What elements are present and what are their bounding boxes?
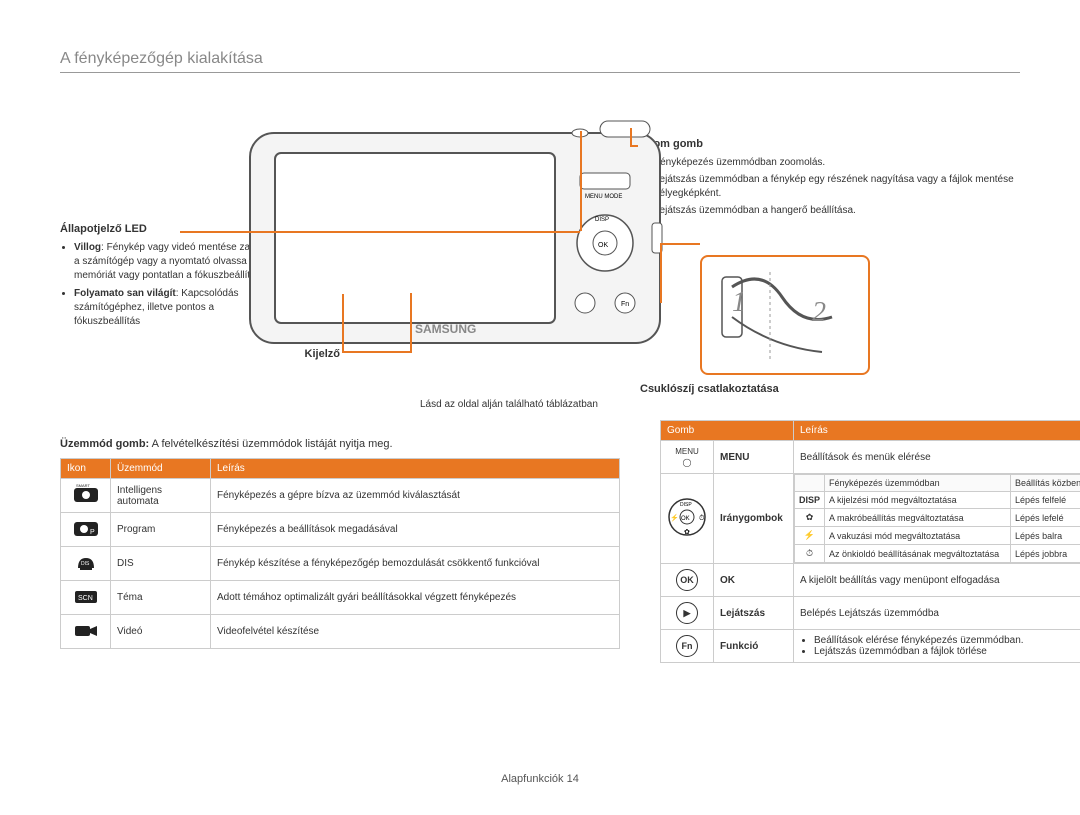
strap-step-1: 1 xyxy=(732,287,746,319)
svg-text:OK: OK xyxy=(598,242,608,249)
th-desc: Leírás xyxy=(211,459,620,479)
strap-diagram: 1 2 xyxy=(700,255,870,375)
title-rule xyxy=(60,72,1020,73)
mode-button-title: Üzemmód gomb: A felvételkészítési üzemmó… xyxy=(60,438,620,450)
led-label: Állapotjelző LED Villog: Fénykép vagy vi… xyxy=(60,223,270,333)
mode-table: Ikon Üzemmód Leírás SMARTIntelligens aut… xyxy=(60,458,620,649)
led-title: Állapotjelző LED xyxy=(60,223,147,235)
leader-line xyxy=(660,243,700,245)
th-icon: Ikon xyxy=(61,459,111,479)
svg-text:DIS: DIS xyxy=(81,561,90,567)
svg-text:P: P xyxy=(90,529,95,536)
table-row: SCNTémaAdott témához optimalizált gyári … xyxy=(61,581,620,615)
table-row: ▶ Lejátszás Belépés Lejátszás üzemmódba xyxy=(661,597,1080,630)
table-header-row: Ikon Üzemmód Leírás xyxy=(61,459,620,479)
zoom-item: Fényképezés üzemmódban zoomolás. xyxy=(654,156,1020,170)
table-row: VideóVideofelvétel készítése xyxy=(61,615,620,649)
flash-icon: ⚡ xyxy=(795,527,825,545)
leader-line xyxy=(342,351,410,353)
leader-line xyxy=(580,131,582,231)
svg-text:MENU MODE: MENU MODE xyxy=(585,194,622,200)
flower-icon: ✿ xyxy=(795,509,825,527)
timer-icon: ⏱ xyxy=(795,545,825,563)
leader-line xyxy=(180,231,580,233)
table-row: OK OK A kijelölt beállítás vagy menüpont… xyxy=(661,564,1080,597)
leader-line xyxy=(660,243,662,303)
zoom-item: Lejátszás üzemmódban a hangerő beállítás… xyxy=(654,204,1020,218)
page-footer: Alapfunkciók 14 xyxy=(0,773,1080,785)
table-row: DISDISFénykép készítése a fényképezőgép … xyxy=(61,547,620,581)
camera-illustration: SAMSUNG OK DISP MENU MODE Fn xyxy=(240,103,680,373)
th-mode: Üzemmód xyxy=(111,459,211,479)
leader-line xyxy=(342,294,344,352)
program-icon: P xyxy=(72,518,100,538)
table-row: PProgramFényképezés a beállítások megadá… xyxy=(61,513,620,547)
fn-icon: Fn xyxy=(676,635,698,657)
strap-step-2: 2 xyxy=(812,297,826,329)
play-icon: ▶ xyxy=(676,602,698,624)
video-icon xyxy=(72,620,100,640)
svg-text:✿: ✿ xyxy=(684,529,690,536)
leader-line xyxy=(630,128,632,146)
led-list: Villog: Fénykép vagy videó mentése zajli… xyxy=(60,241,270,329)
leader-line xyxy=(630,145,638,147)
svg-text:DISP: DISP xyxy=(680,502,692,508)
svg-text:OK: OK xyxy=(681,516,690,522)
leader-line xyxy=(410,293,412,353)
nav-icon: OK DISP ✿ ⚡ ⏱ xyxy=(667,497,707,537)
smart-icon: SMART xyxy=(72,484,100,504)
nav-subtable: Fényképezés üzemmódbanBeállítás közben D… xyxy=(794,474,1080,563)
strap-label: Csuklószíj csatlakoztatása xyxy=(640,383,779,395)
menu-icon: MENU◯ xyxy=(675,447,699,467)
th-desc: Leírás xyxy=(794,421,1080,441)
table-row: Fn Funkció Beállítások elérése fényképez… xyxy=(661,630,1080,663)
svg-text:SCN: SCN xyxy=(78,595,93,602)
svg-text:DISP: DISP xyxy=(595,217,609,223)
dis-icon: DIS xyxy=(72,552,100,572)
svg-text:Fn: Fn xyxy=(621,301,629,308)
zoom-item: Lejátszás üzemmódban a fénykép egy részé… xyxy=(654,173,1020,201)
svg-text:SMART: SMART xyxy=(76,484,90,488)
table-header-row: Gomb Leírás xyxy=(661,421,1080,441)
svg-text:SAMSUNG: SAMSUNG xyxy=(415,322,476,336)
th-button: Gomb xyxy=(661,421,794,441)
zoom-label: Zoom gomb Fényképezés üzemmódban zoomolá… xyxy=(640,138,1020,221)
table-row: MENU◯ MENU Beállítások és menük elérése xyxy=(661,441,1080,474)
svg-text:⚡: ⚡ xyxy=(670,513,679,522)
callout-area: Zoom gomb Fényképezés üzemmódban zoomolá… xyxy=(60,93,1020,393)
table-row: OKDISP✿⚡⏱ Irány­gombok Fényképezés üzemm… xyxy=(661,474,1080,564)
svg-text:⏱: ⏱ xyxy=(699,514,705,522)
page-title: A fényképezőgép kialakítása xyxy=(60,50,1020,68)
ok-icon: OK xyxy=(676,569,698,591)
button-table: Gomb Leírás MENU◯ MENU Beállítások és me… xyxy=(660,420,1080,663)
scene-icon: SCN xyxy=(72,586,100,606)
diagram-note: Lásd az oldal alján található táblázatba… xyxy=(420,399,1020,410)
zoom-list: Fényképezés üzemmódban zoomolás. Lejátsz… xyxy=(640,156,1020,218)
table-row: SMARTIntelligens automataFényképezés a g… xyxy=(61,479,620,513)
